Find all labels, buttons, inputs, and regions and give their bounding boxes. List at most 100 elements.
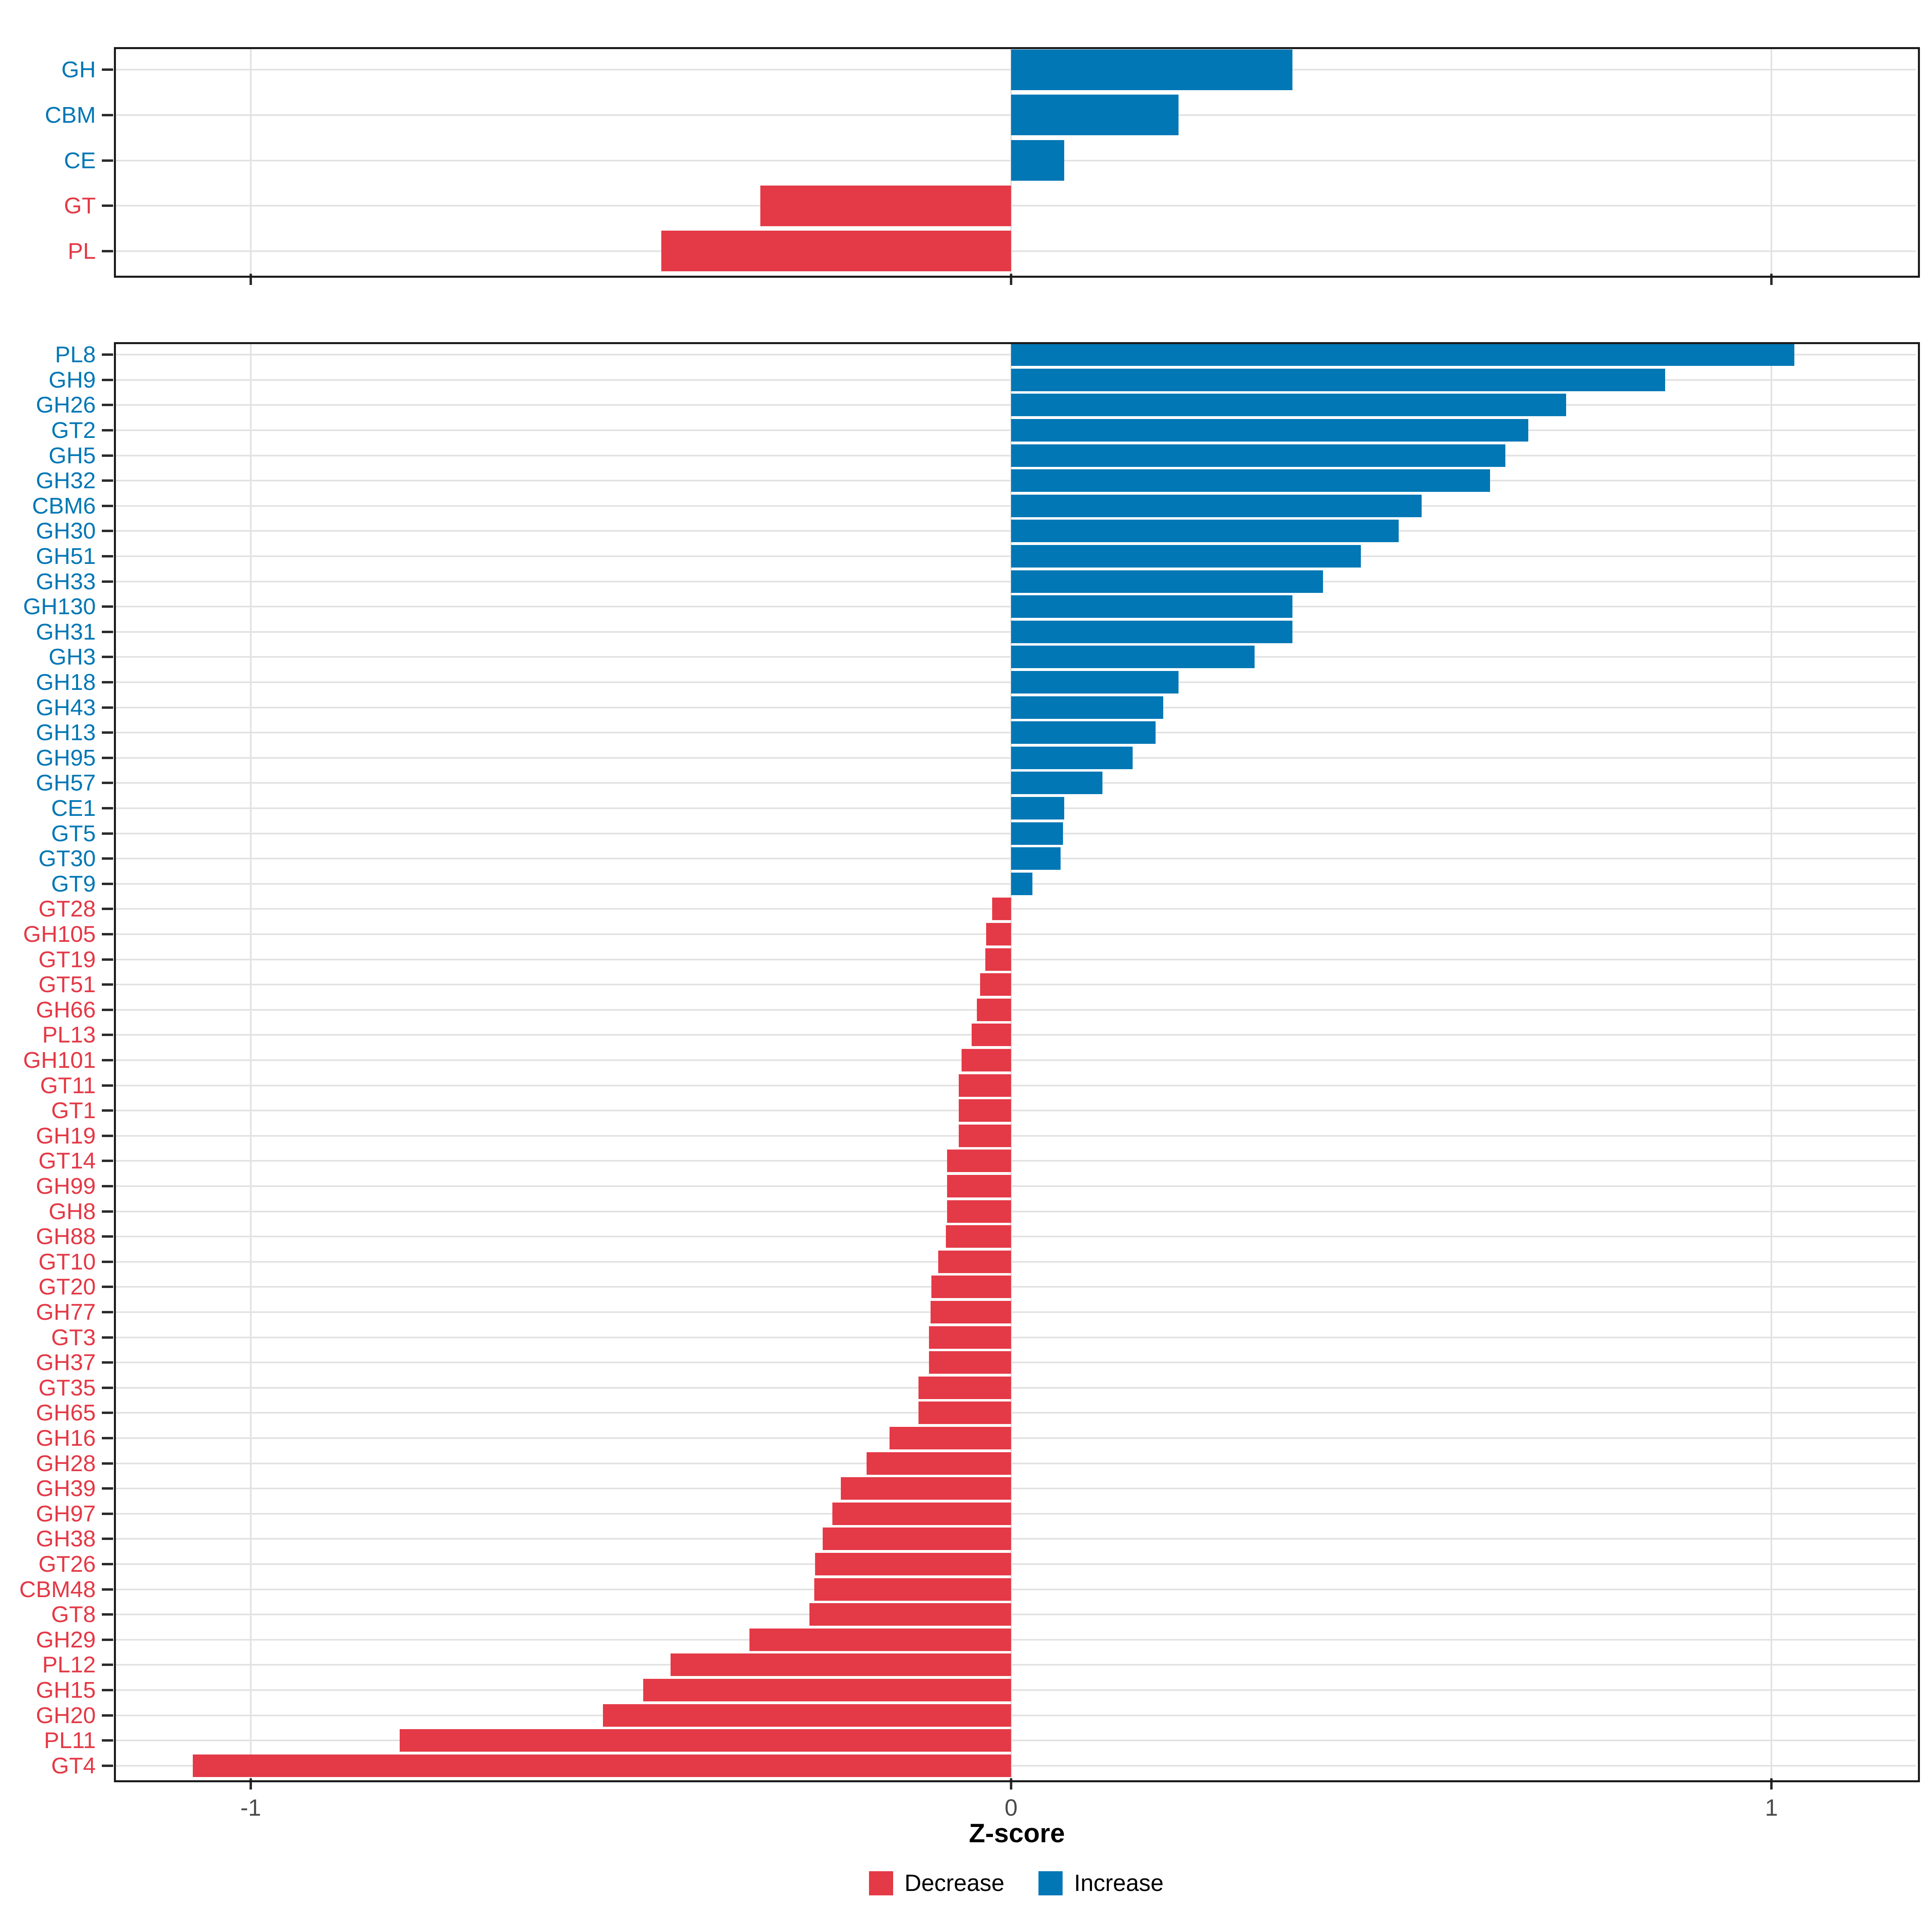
y-label-GH51: GH51 [36, 543, 96, 570]
y-label-GH130: GH130 [23, 594, 96, 620]
y-tick [102, 68, 113, 71]
bar-GT51 [980, 973, 1011, 996]
row-gridline [114, 1336, 1916, 1338]
y-label-GH18: GH18 [36, 669, 96, 696]
x-tick [1770, 1778, 1773, 1790]
y-label-GH43: GH43 [36, 694, 96, 720]
bar-CE [1011, 140, 1065, 181]
y-label-GH16: GH16 [36, 1425, 96, 1451]
row-gridline [114, 1084, 1916, 1086]
bar-GH33 [1011, 570, 1323, 593]
bar-GH8 [947, 1200, 1011, 1223]
row-gridline [114, 958, 1916, 960]
legend: Decrease Increase [0, 1870, 1932, 1897]
y-label-GH20: GH20 [36, 1702, 96, 1728]
bar-GH19 [958, 1124, 1011, 1147]
y-label-GH32: GH32 [36, 468, 96, 494]
y-tick [102, 404, 113, 407]
bar-GH18 [1011, 671, 1179, 694]
y-tick [102, 681, 113, 684]
decrease-swatch-icon [869, 1871, 894, 1895]
y-label-GT28: GT28 [38, 896, 96, 922]
y-tick [102, 353, 113, 356]
bar-GT8 [809, 1603, 1011, 1626]
row-gridline [114, 1765, 1916, 1767]
row-gridline [114, 1639, 1916, 1641]
row-gridline [114, 1664, 1916, 1666]
bar-GH32 [1011, 469, 1490, 492]
bar-GH9 [1011, 368, 1665, 391]
y-label-CBM6: CBM6 [32, 493, 96, 519]
y-label-GH5: GH5 [48, 442, 96, 469]
y-label-GT1: GT1 [51, 1098, 96, 1124]
bar-GT10 [938, 1250, 1011, 1273]
y-tick [102, 530, 113, 533]
y-tick [102, 479, 113, 482]
bar-GH39 [840, 1477, 1011, 1500]
y-tick [102, 1764, 113, 1767]
y-tick [102, 1260, 113, 1263]
y-tick [102, 1059, 113, 1061]
y-tick [102, 1412, 113, 1414]
y-label-GH101: GH101 [23, 1047, 96, 1073]
row-gridline [114, 1311, 1916, 1313]
bar-GT1 [958, 1099, 1011, 1122]
row-gridline [114, 1412, 1916, 1414]
y-tick [102, 1109, 113, 1112]
y-label-PL12: PL12 [42, 1652, 96, 1678]
x-tick [1010, 1778, 1013, 1790]
bar-GT [760, 185, 1011, 226]
bar-GT35 [918, 1376, 1011, 1399]
y-label-PL: PL [68, 238, 96, 264]
bar-PL [661, 231, 1011, 272]
y-tick [102, 958, 113, 961]
y-label-GT19: GT19 [38, 946, 96, 972]
x-tick [250, 274, 252, 285]
y-label-GH65: GH65 [36, 1400, 96, 1426]
bar-GT5 [1011, 822, 1063, 845]
y-label-GH31: GH31 [36, 619, 96, 645]
bar-PL8 [1011, 343, 1794, 366]
row-gridline [114, 1740, 1916, 1742]
y-tick [102, 731, 113, 734]
bar-CE1 [1011, 797, 1065, 820]
row-gridline [114, 1488, 1916, 1490]
y-label-GH33: GH33 [36, 568, 96, 594]
y-tick [102, 933, 113, 936]
bar-PL11 [400, 1729, 1011, 1752]
y-label-GT2: GT2 [51, 417, 96, 444]
row-gridline [114, 1563, 1916, 1565]
bar-GH [1011, 49, 1292, 90]
y-label-GH: GH [61, 57, 96, 83]
increase-swatch-icon [1038, 1871, 1063, 1895]
bar-GH16 [889, 1426, 1011, 1449]
y-tick [102, 1311, 113, 1313]
row-gridline [114, 1210, 1916, 1212]
row-gridline [114, 250, 1916, 252]
bar-GH77 [930, 1300, 1011, 1323]
bar-GH130 [1011, 595, 1292, 618]
y-label-GH28: GH28 [36, 1450, 96, 1476]
row-gridline [114, 1689, 1916, 1691]
bar-GH26 [1011, 394, 1567, 417]
row-gridline [114, 205, 1916, 207]
row-gridline [114, 1261, 1916, 1263]
y-tick [102, 1487, 113, 1490]
y-label-GT9: GT9 [51, 871, 96, 897]
row-gridline [114, 1614, 1916, 1616]
legend-item-increase: Increase [1038, 1870, 1164, 1897]
y-tick [102, 159, 113, 162]
bar-GH99 [947, 1174, 1011, 1197]
y-label-GT8: GT8 [51, 1602, 96, 1628]
y-tick [102, 1286, 113, 1288]
row-gridline [114, 1513, 1916, 1515]
bar-GH3 [1011, 646, 1255, 669]
bar-GH105 [986, 923, 1011, 946]
y-tick [102, 1386, 113, 1389]
y-tick [102, 1084, 113, 1087]
row-gridline [114, 1286, 1916, 1288]
row-gridline [114, 933, 1916, 935]
y-label-GH38: GH38 [36, 1526, 96, 1552]
row-gridline [114, 1034, 1916, 1036]
